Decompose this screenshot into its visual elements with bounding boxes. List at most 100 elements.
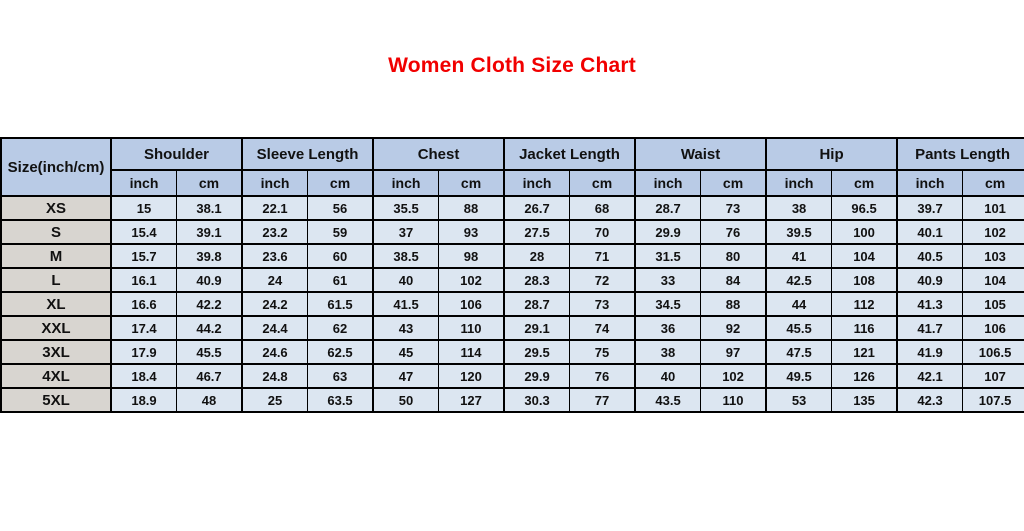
data-cell-xxl-hip-cm: 116 xyxy=(831,315,899,341)
data-cell-xl-pants-length-cm: 105 xyxy=(962,291,1024,317)
data-cell-l-jacket-length-inch: 28.3 xyxy=(503,267,571,293)
data-cell-4xl-shoulder-inch: 18.4 xyxy=(110,363,177,389)
data-cell-3xl-hip-cm: 121 xyxy=(831,339,899,365)
size-chart-body: XS 15 38.1 22.1 56 35.5 88 26.7 68 28.7 73 38 96.5 39… xyxy=(0,195,1024,413)
data-cell-xxl-chest-inch: 43 xyxy=(372,315,440,341)
unit-header-hip-cm: cm xyxy=(831,169,899,197)
data-cell-xxl-hip-inch: 45.5 xyxy=(765,315,833,341)
unit-header-row: inch cm inch cm inch cm inch cm inch cm inch cm inch… xyxy=(1,169,1024,197)
data-cell-3xl-waist-cm: 97 xyxy=(700,339,768,365)
data-cell-xs-jacket-length-inch: 26.7 xyxy=(503,195,571,221)
data-cell-xs-hip-cm: 96.5 xyxy=(831,195,899,221)
data-cell-l-sleeve-length-cm: 61 xyxy=(307,267,375,293)
table-row-l: L 16.1 40.9 24 61 40 102 28.3 72 33 84 42.5 108 40.9 1… xyxy=(0,267,1024,293)
data-cell-5xl-jacket-length-cm: 77 xyxy=(569,387,637,413)
data-cell-xl-pants-length-inch: 41.3 xyxy=(896,291,964,317)
group-header-shoulder: Shoulder xyxy=(109,137,244,171)
unit-header-pants-length-cm: cm xyxy=(962,169,1024,197)
data-cell-3xl-waist-inch: 38 xyxy=(634,339,702,365)
data-cell-s-waist-cm: 76 xyxy=(700,219,768,245)
data-cell-4xl-sleeve-length-cm: 63 xyxy=(307,363,375,389)
data-cell-xs-chest-inch: 35.5 xyxy=(372,195,440,221)
data-cell-3xl-hip-inch: 47.5 xyxy=(765,339,833,365)
data-cell-l-pants-length-cm: 104 xyxy=(962,267,1024,293)
unit-header-sleeve-length-cm: cm xyxy=(307,169,375,197)
data-cell-xs-hip-inch: 38 xyxy=(765,195,833,221)
unit-header-chest-cm: cm xyxy=(438,169,506,197)
unit-header-pants-length-inch: inch xyxy=(896,169,964,197)
data-cell-xxl-pants-length-cm: 106 xyxy=(962,315,1024,341)
data-cell-s-sleeve-length-cm: 59 xyxy=(307,219,375,245)
table-row-xxl: XXL 17.4 44.2 24.4 62 43 110 29.1 74 36 92 45.5 116 4… xyxy=(0,315,1024,341)
data-cell-4xl-chest-cm: 120 xyxy=(438,363,506,389)
size-label-xl: XL xyxy=(0,291,112,317)
data-cell-m-sleeve-length-cm: 60 xyxy=(307,243,375,269)
data-cell-m-pants-length-inch: 40.5 xyxy=(896,243,964,269)
unit-header-jacket-length-inch: inch xyxy=(503,169,571,197)
data-cell-l-chest-cm: 102 xyxy=(438,267,506,293)
data-cell-xxl-shoulder-cm: 44.2 xyxy=(176,315,244,341)
size-label-4xl: 4XL xyxy=(0,363,112,389)
size-label-5xl: 5XL xyxy=(0,387,112,413)
data-cell-s-sleeve-length-inch: 23.2 xyxy=(241,219,309,245)
data-cell-3xl-sleeve-length-cm: 62.5 xyxy=(307,339,375,365)
data-cell-xl-sleeve-length-cm: 61.5 xyxy=(307,291,375,317)
data-cell-3xl-shoulder-cm: 45.5 xyxy=(176,339,244,365)
data-cell-xxl-shoulder-inch: 17.4 xyxy=(110,315,177,341)
data-cell-xs-waist-cm: 73 xyxy=(700,195,768,221)
data-cell-3xl-chest-cm: 114 xyxy=(438,339,506,365)
data-cell-3xl-jacket-length-cm: 75 xyxy=(569,339,637,365)
data-cell-xl-shoulder-inch: 16.6 xyxy=(110,291,177,317)
data-cell-s-hip-cm: 100 xyxy=(831,219,899,245)
data-cell-m-chest-cm: 98 xyxy=(438,243,506,269)
unit-header-hip-inch: inch xyxy=(765,169,833,197)
data-cell-s-jacket-length-cm: 70 xyxy=(569,219,637,245)
data-cell-m-hip-cm: 104 xyxy=(831,243,899,269)
size-column-header: Size(inch/cm) xyxy=(0,137,112,197)
data-cell-m-waist-cm: 80 xyxy=(700,243,768,269)
data-cell-s-chest-inch: 37 xyxy=(372,219,440,245)
data-cell-m-jacket-length-cm: 71 xyxy=(569,243,637,269)
data-cell-5xl-shoulder-cm: 48 xyxy=(176,387,244,413)
data-cell-5xl-chest-inch: 50 xyxy=(372,387,440,413)
data-cell-xxl-waist-inch: 36 xyxy=(634,315,702,341)
data-cell-xxl-sleeve-length-inch: 24.4 xyxy=(241,315,309,341)
data-cell-xs-shoulder-inch: 15 xyxy=(110,195,177,221)
data-cell-xxl-waist-cm: 92 xyxy=(700,315,768,341)
data-cell-3xl-pants-length-cm: 106.5 xyxy=(962,339,1024,365)
data-cell-xs-sleeve-length-cm: 56 xyxy=(307,195,375,221)
data-cell-3xl-pants-length-inch: 41.9 xyxy=(896,339,964,365)
data-cell-l-jacket-length-cm: 72 xyxy=(569,267,637,293)
unit-header-shoulder-cm: cm xyxy=(176,169,244,197)
data-cell-5xl-waist-inch: 43.5 xyxy=(634,387,702,413)
group-header-pants-length: Pants Length xyxy=(896,137,1024,171)
data-cell-s-pants-length-cm: 102 xyxy=(962,219,1024,245)
data-cell-4xl-waist-cm: 102 xyxy=(700,363,768,389)
data-cell-4xl-hip-cm: 126 xyxy=(831,363,899,389)
size-label-l: L xyxy=(0,267,112,293)
size-label-s: S xyxy=(0,219,112,245)
data-cell-s-waist-inch: 29.9 xyxy=(634,219,702,245)
data-cell-l-hip-cm: 108 xyxy=(831,267,899,293)
data-cell-5xl-hip-cm: 135 xyxy=(831,387,899,413)
data-cell-l-sleeve-length-inch: 24 xyxy=(241,267,309,293)
unit-header-jacket-length-cm: cm xyxy=(569,169,637,197)
size-chart-table: Size(inch/cm) Shoulder Sleeve Length Chest… xyxy=(0,137,1024,413)
data-cell-4xl-jacket-length-cm: 76 xyxy=(569,363,637,389)
data-cell-s-hip-inch: 39.5 xyxy=(765,219,833,245)
data-cell-m-jacket-length-inch: 28 xyxy=(503,243,571,269)
data-cell-3xl-chest-inch: 45 xyxy=(372,339,440,365)
data-cell-4xl-shoulder-cm: 46.7 xyxy=(176,363,244,389)
data-cell-5xl-shoulder-inch: 18.9 xyxy=(110,387,177,413)
data-cell-4xl-chest-inch: 47 xyxy=(372,363,440,389)
data-cell-5xl-jacket-length-inch: 30.3 xyxy=(503,387,571,413)
data-cell-m-chest-inch: 38.5 xyxy=(372,243,440,269)
data-cell-4xl-hip-inch: 49.5 xyxy=(765,363,833,389)
table-row-xs: XS 15 38.1 22.1 56 35.5 88 26.7 68 28.7 73 38 96.5 39… xyxy=(0,195,1024,221)
data-cell-3xl-shoulder-inch: 17.9 xyxy=(110,339,177,365)
size-label-xxl: XXL xyxy=(0,315,112,341)
page-title: Women Cloth Size Chart xyxy=(388,54,636,77)
data-cell-m-shoulder-cm: 39.8 xyxy=(176,243,244,269)
data-cell-xs-pants-length-cm: 101 xyxy=(962,195,1024,221)
